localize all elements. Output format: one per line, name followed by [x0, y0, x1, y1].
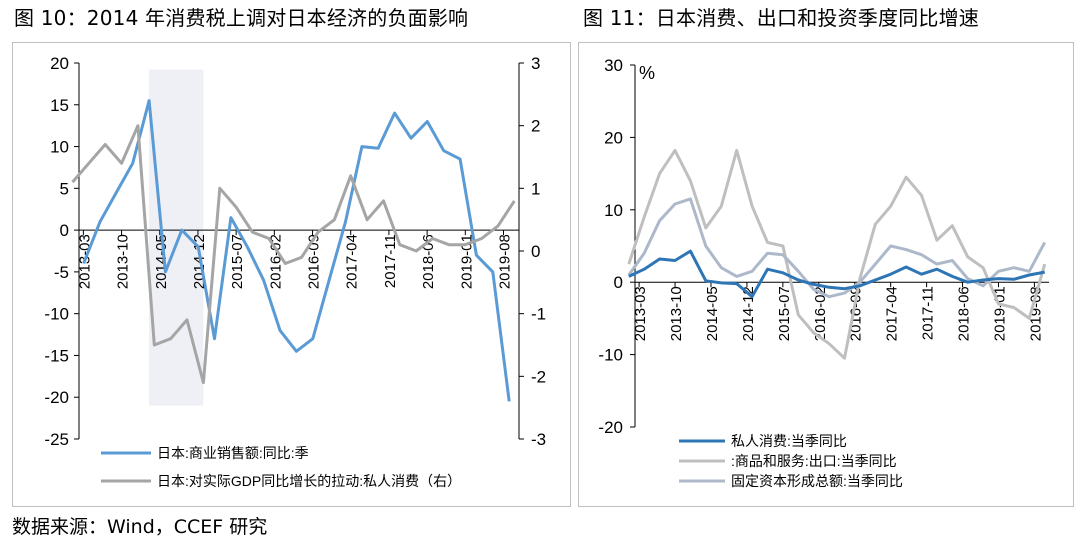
x-tick-label: 2015-07 — [229, 234, 246, 289]
x-tick-label: 2013-03 — [632, 286, 649, 341]
unit-label: % — [639, 63, 655, 83]
y-right-tick-label: -2 — [531, 367, 546, 386]
series-line-1 — [82, 99, 511, 402]
x-tick-label: 2019-08 — [497, 234, 514, 289]
y-tick-label: -20 — [598, 418, 623, 437]
x-tick-label: 2016-02 — [267, 234, 284, 289]
x-tick-label: 2013-10 — [115, 234, 132, 289]
y-right-tick-label: -1 — [531, 305, 546, 324]
y-right-tick-label: 2 — [531, 117, 540, 136]
series-line-2 — [71, 124, 516, 385]
series-line-1 — [628, 249, 1045, 299]
y-tick-label: -10 — [598, 346, 623, 365]
y-left-tick-label: -5 — [54, 263, 69, 282]
y-left-tick-label: -10 — [44, 305, 69, 324]
x-tick-label: 2017-04 — [884, 286, 901, 341]
x-tick-label: 2016-02 — [812, 286, 829, 341]
y-left-tick-label: 10 — [50, 138, 69, 157]
series-line-2 — [627, 148, 1047, 360]
x-tick-label: 2014-05 — [704, 286, 721, 341]
x-tick-label: 2014-05 — [153, 234, 170, 289]
y-left-tick-label: 0 — [60, 221, 69, 240]
y-right-tick-label: 1 — [531, 179, 540, 198]
y-left-tick-label: -25 — [44, 430, 69, 449]
x-tick-label: 2017-11 — [920, 286, 937, 340]
y-left-tick-label: -15 — [44, 346, 69, 365]
x-tick-label: 2017-04 — [344, 234, 361, 289]
y-tick-label: 30 — [604, 56, 623, 75]
legend-label: :商品和服务:出口:当季同比 — [731, 453, 897, 469]
x-tick-label: 2015-07 — [776, 286, 793, 341]
x-tick-label: 2016-09 — [848, 286, 865, 341]
y-left-tick-label: 5 — [60, 179, 69, 198]
legend-label: 固定资本形成总额:当季同比 — [731, 473, 903, 489]
left-line-chart: 2013-03 2013-10 2014-05 2014-12 2015-07 2016-… — [44, 54, 546, 489]
y-left-tick-label: 20 — [50, 54, 69, 73]
legend-label: 私人消费:当季同比 — [731, 433, 847, 449]
left-chart-title: 图 10：2014 年消费税上调对日本经济的负面影响 — [14, 6, 469, 30]
y-tick-label: 10 — [604, 201, 623, 220]
left-chart-panel: 2013-03 2013-10 2014-05 2014-12 2015-07 2016-… — [12, 42, 571, 507]
x-tick-label: 2013-10 — [668, 286, 685, 341]
x-tick-label: 2016-09 — [306, 234, 323, 289]
y-left-tick-label: 15 — [50, 96, 69, 115]
legend-label: 日本:对实际GDP同比增长的拉动:私人消费（右） — [157, 473, 461, 489]
y-right-tick-label: -3 — [531, 430, 546, 449]
x-tick-label: 2014-12 — [740, 286, 757, 341]
x-tick-label: 2019-08 — [1027, 286, 1044, 341]
right-chart-panel: % 2013-03 2013-10 2014-05 2014-12 2015-07 201… — [578, 42, 1074, 507]
right-line-chart: % 2013-03 2013-10 2014-05 2014-12 2015-07 201… — [598, 56, 1049, 489]
y-left-tick-label: -20 — [44, 388, 69, 407]
y-tick-label: 20 — [604, 128, 623, 147]
y-right-tick-label: 0 — [531, 242, 540, 261]
legend-label: 日本:商业销售额:同比:季 — [157, 445, 309, 461]
x-tick-label: 2018-06 — [956, 286, 973, 341]
y-tick-label: 0 — [614, 273, 623, 292]
x-tick-label: 2018-06 — [420, 234, 437, 289]
y-right-tick-label: 3 — [531, 54, 540, 73]
x-tick-label: 2017-11 — [382, 234, 399, 288]
right-chart-title: 图 11：日本消费、出口和投资季度同比增速 — [583, 6, 980, 30]
data-source-note: 数据来源：Wind，CCEF 研究 — [12, 516, 268, 538]
x-tick-label: 2019-01 — [458, 234, 475, 289]
